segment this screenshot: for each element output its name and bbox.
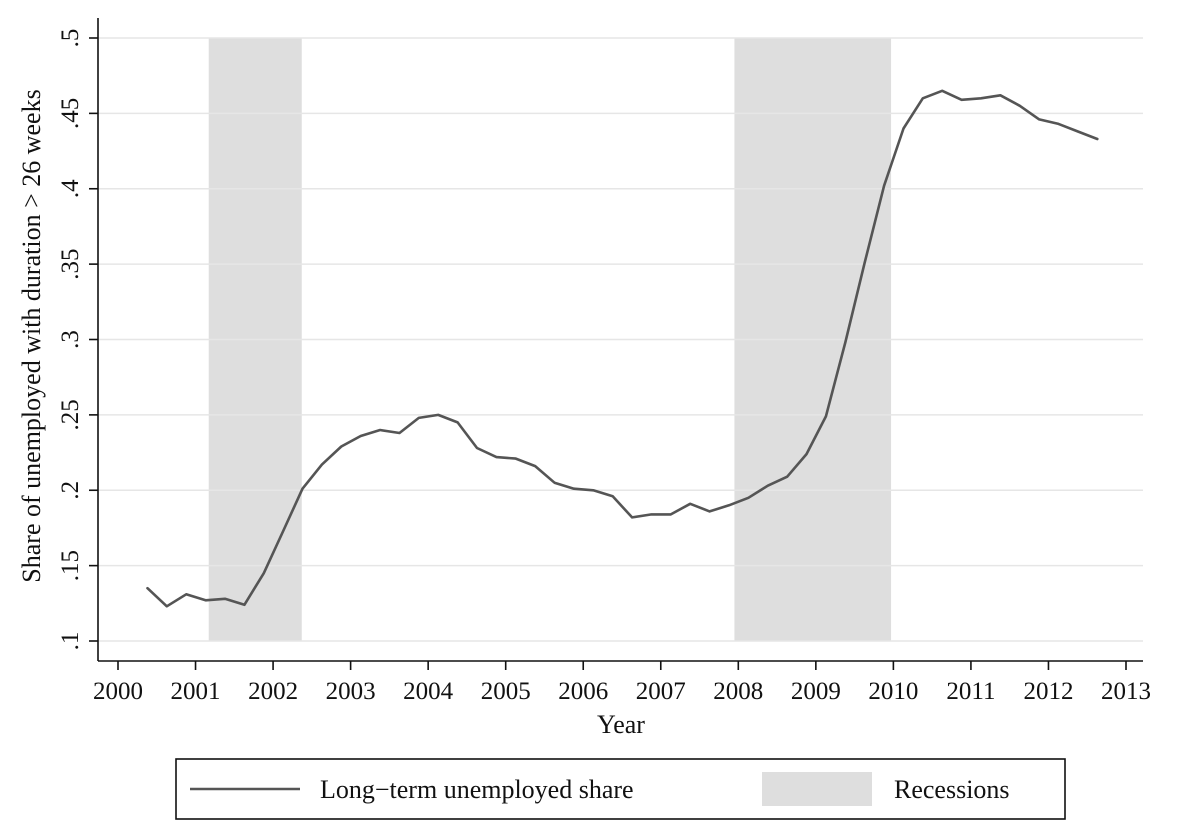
legend: Long−term unemployed share Recessions xyxy=(175,758,1066,820)
x-tick-label-10: 2010 xyxy=(868,678,918,705)
y-ticks: .1 .15 .2 .25 .3 .35 .4 .45 .5 xyxy=(57,29,98,651)
x-axis-title: Year xyxy=(597,710,645,739)
y-tick-label-6: .4 xyxy=(57,179,84,198)
y-tick-label-0: .1 xyxy=(57,632,84,651)
x-tick-label-3: 2003 xyxy=(326,678,376,705)
x-tick-label-8: 2008 xyxy=(713,678,763,705)
legend-label-recessions: Recessions xyxy=(894,775,1010,804)
y-tick-label-7: .45 xyxy=(57,98,84,129)
gridlines xyxy=(98,37,1143,642)
x-tick-label-1: 2001 xyxy=(171,678,221,705)
series-layer xyxy=(146,89,1099,608)
y-tick-label-1: .15 xyxy=(57,550,84,581)
legend-label-series: Long−term unemployed share xyxy=(320,775,634,804)
x-tick-label-12: 2012 xyxy=(1023,678,1073,705)
y-tick-label-4: .3 xyxy=(57,330,84,349)
x-tick-label-0: 2000 xyxy=(93,678,143,705)
x-tick-label-13: 2013 xyxy=(1101,678,1151,705)
y-tick-label-5: .35 xyxy=(57,249,84,280)
legend-recession-swatch xyxy=(762,772,872,806)
y-tick-label-3: .25 xyxy=(57,399,84,430)
legend-box xyxy=(175,758,1066,820)
x-ticks: 2000 2001 2002 2003 2004 2005 2006 2007 2008 2009… xyxy=(93,661,1151,705)
x-tick-label-4: 2004 xyxy=(403,678,454,705)
x-tick-label-6: 2006 xyxy=(558,678,608,705)
x-tick-label-7: 2007 xyxy=(636,678,686,705)
x-tick-label-11: 2011 xyxy=(946,678,995,705)
x-tick-label-2: 2002 xyxy=(248,678,298,705)
x-tick-label-9: 2009 xyxy=(791,678,841,705)
y-axis-title: Share of unemployed with duration > 26 w… xyxy=(17,89,46,582)
y-tick-label-2: .2 xyxy=(57,481,84,500)
x-tick-label-5: 2005 xyxy=(481,678,531,705)
y-tick-label-8: .5 xyxy=(57,29,84,48)
series-line-1 xyxy=(146,89,1099,608)
